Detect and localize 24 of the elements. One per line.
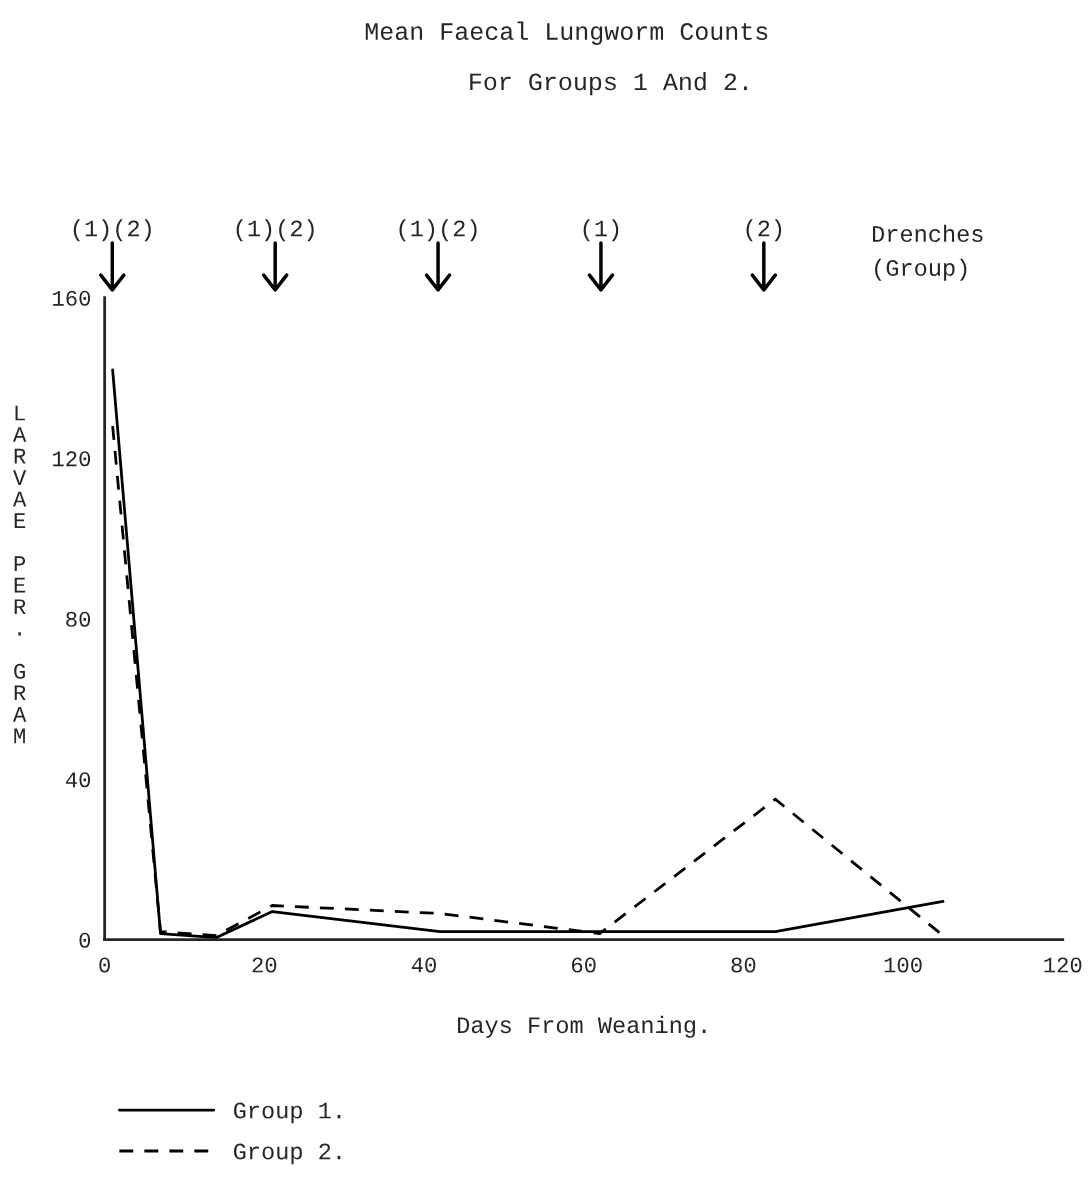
text: (1)(2): [73, 219, 151, 242]
text: (1)(2): [399, 219, 477, 242]
chart-title: Mean Faecal Lungworm Counts: [365, 21, 768, 45]
text: LARVAE PER. GRAM: [12, 405, 27, 744]
y-tick-label: 40: [65, 772, 91, 788]
y-tick-label: 0: [79, 932, 91, 948]
y-tick-label: 80: [66, 611, 91, 627]
legend-label: Group 2.: [233, 1143, 341, 1165]
x-tick-label: 100: [884, 957, 922, 973]
text: (1)(2): [236, 219, 314, 242]
legend-label: Group 1.: [233, 1102, 341, 1124]
x-tick-label: 40: [411, 957, 436, 973]
text: (1): [583, 219, 619, 242]
chart-subtitle: For Groups 1 And 2.: [470, 72, 747, 96]
x-tick-label: 120: [1044, 957, 1082, 973]
x-tick-label: 80: [731, 957, 756, 973]
y-tick-label: 120: [53, 451, 91, 467]
x-tick-label: 20: [252, 957, 277, 973]
text: (2): [746, 219, 782, 242]
y-tick-label: 160: [53, 290, 91, 306]
x-tick-label: 0: [99, 957, 110, 973]
text: Drenches (Group): [872, 224, 983, 281]
x-axis-title: Days From Weaning.: [458, 1015, 706, 1038]
x-tick-label: 60: [572, 957, 596, 973]
